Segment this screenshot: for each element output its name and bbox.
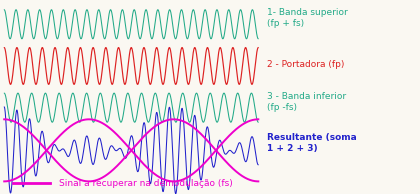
Text: Sinal a recuperar na demodulação (fs): Sinal a recuperar na demodulação (fs) <box>59 179 233 188</box>
Text: Resultante (soma
1 + 2 + 3): Resultante (soma 1 + 2 + 3) <box>267 133 357 153</box>
Text: 3 - Banda inferior
(fp -fs): 3 - Banda inferior (fp -fs) <box>267 92 346 112</box>
Text: 1- Banda superior
(fp + fs): 1- Banda superior (fp + fs) <box>267 8 347 29</box>
Text: 2 - Portadora (fp): 2 - Portadora (fp) <box>267 61 344 69</box>
